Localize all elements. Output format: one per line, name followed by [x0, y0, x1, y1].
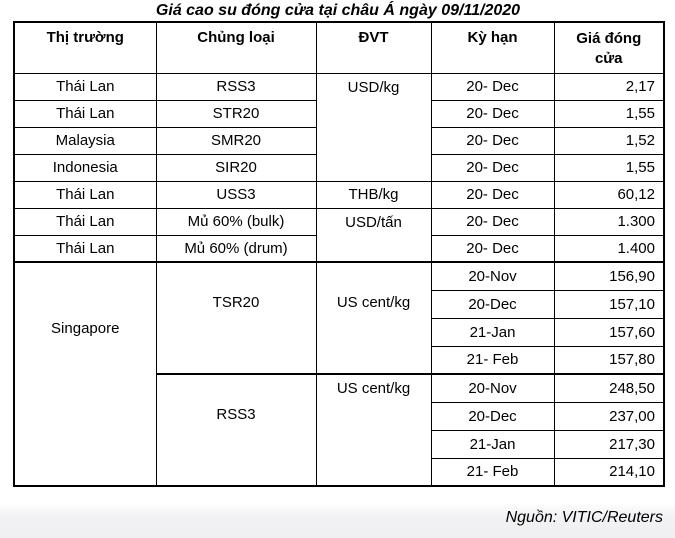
table-row: 20-Dec 237,00 — [14, 401, 665, 431]
header-row: Thị trường Chủng loại ĐVT Kỳ hạn Giá đón… — [13, 21, 665, 74]
cell-unit: THB/kg — [315, 180, 432, 209]
header-type: Chủng loại — [155, 21, 317, 74]
price-table: Thị trường Chủng loại ĐVT Kỳ hạn Giá đón… — [13, 21, 665, 487]
cell-market: Indonesia — [13, 153, 157, 182]
table-row: 21-Jan 217,30 — [14, 429, 665, 459]
cell-price: 2,17 — [553, 72, 665, 101]
cell-price: 248,50 — [553, 373, 665, 403]
cell-term: 20-Nov — [430, 373, 555, 403]
cell-term: 20-Dec — [430, 289, 555, 319]
cell-market: Thái Lan — [13, 234, 157, 263]
header-unit: ĐVT — [315, 21, 432, 74]
table-row: 21- Feb 157,80 — [14, 345, 665, 375]
cell-price: 156,90 — [553, 261, 665, 291]
cell-type: TSR20 — [155, 261, 317, 375]
cell-type: USS3 — [155, 180, 317, 209]
table-row: 21- Feb 214,10 — [14, 457, 665, 487]
table-row: RSS3 US cent/kg 20-Nov 248,50 — [14, 373, 665, 487]
cell-price: 1,52 — [553, 126, 665, 155]
cell-unit: US cent/kg — [315, 373, 432, 487]
cell-market: Singapore — [13, 261, 157, 487]
table-row: Thái Lan Mủ 60% (drum) 20- Dec 1.400 — [13, 234, 665, 263]
cell-term: 20- Dec — [430, 234, 555, 263]
cell-market: Malaysia — [13, 126, 157, 155]
cell-price: 1.400 — [553, 234, 665, 263]
cell-term: 20- Dec — [430, 72, 555, 101]
cell-price: 214,10 — [553, 457, 665, 487]
cell-price: 1.300 — [553, 207, 665, 236]
cell-term: 21- Feb — [430, 457, 555, 487]
header-market: Thị trường — [13, 21, 157, 74]
cell-term: 21-Jan — [430, 317, 555, 347]
table-row: Singapore TSR20 US cent/kg 20-Nov 156,90 — [13, 261, 665, 487]
table-row: 20-Dec 157,10 — [14, 289, 665, 319]
cell-unit: US cent/kg — [315, 261, 432, 375]
cell-term: 20-Dec — [430, 401, 555, 431]
cell-price: 157,80 — [553, 345, 665, 375]
cell-type: RSS3 — [155, 373, 317, 487]
cell-type: SMR20 — [155, 126, 317, 155]
cell-price: 60,12 — [553, 180, 665, 209]
cell-price: 217,30 — [553, 429, 665, 459]
cell-market: Thái Lan — [13, 99, 157, 128]
table-row: Malaysia SMR20 20- Dec 1,52 — [13, 126, 665, 155]
cell-type: STR20 — [155, 99, 317, 128]
cell-term: 21-Jan — [430, 429, 555, 459]
table-row: Indonesia SIR20 20- Dec 1,55 — [13, 153, 665, 182]
cell-term: 20-Nov — [430, 261, 555, 291]
cell-type: Mủ 60% (bulk) — [155, 207, 317, 236]
source-credit: Nguồn: VITIC/Reuters — [505, 509, 663, 526]
header-price: Giá đóng cửa — [553, 21, 665, 74]
page-title: Giá cao su đóng cửa tại châu Á ngày 09/1… — [155, 2, 521, 19]
cell-price: 1,55 — [553, 153, 665, 182]
cell-unit: USD/kg — [315, 72, 432, 182]
footer-band — [0, 502, 675, 538]
cell-type: RSS3 — [155, 72, 317, 101]
header-price-label: Giá đóng cửa — [576, 30, 642, 67]
cell-term: 20- Dec — [430, 180, 555, 209]
cell-term: 20- Dec — [430, 153, 555, 182]
cell-market: Thái Lan — [13, 207, 157, 236]
cell-price: 237,00 — [553, 401, 665, 431]
table-row: Thái Lan Mủ 60% (bulk) USD/tấn 20- Dec 1… — [13, 207, 665, 263]
table-row: Thái Lan STR20 20- Dec 1,55 — [13, 99, 665, 128]
cell-price: 157,10 — [553, 289, 665, 319]
cell-term: 20- Dec — [430, 126, 555, 155]
cell-term: 20- Dec — [430, 99, 555, 128]
cell-type: Mủ 60% (drum) — [155, 234, 317, 263]
table-row: Thái Lan RSS3 USD/kg 20- Dec 2,17 — [13, 72, 665, 182]
cell-term: 20- Dec — [430, 207, 555, 236]
cell-market: Thái Lan — [13, 72, 157, 101]
cell-price: 1,55 — [553, 99, 665, 128]
cell-type: SIR20 — [155, 153, 317, 182]
cell-price: 157,60 — [553, 317, 665, 347]
cell-term: 21- Feb — [430, 345, 555, 375]
table-row: Thái Lan USS3 THB/kg 20- Dec 60,12 — [13, 180, 665, 209]
cell-unit: USD/tấn — [315, 207, 432, 263]
cell-market: Thái Lan — [13, 180, 157, 209]
header-term: Kỳ hạn — [430, 21, 555, 74]
